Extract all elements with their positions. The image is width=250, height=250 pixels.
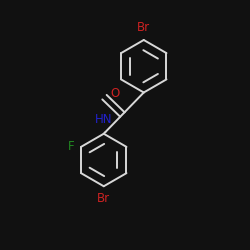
Text: O: O (110, 87, 120, 100)
Text: Br: Br (97, 192, 110, 205)
Text: HN: HN (95, 113, 113, 126)
Text: Br: Br (137, 21, 150, 34)
Text: F: F (68, 140, 75, 153)
